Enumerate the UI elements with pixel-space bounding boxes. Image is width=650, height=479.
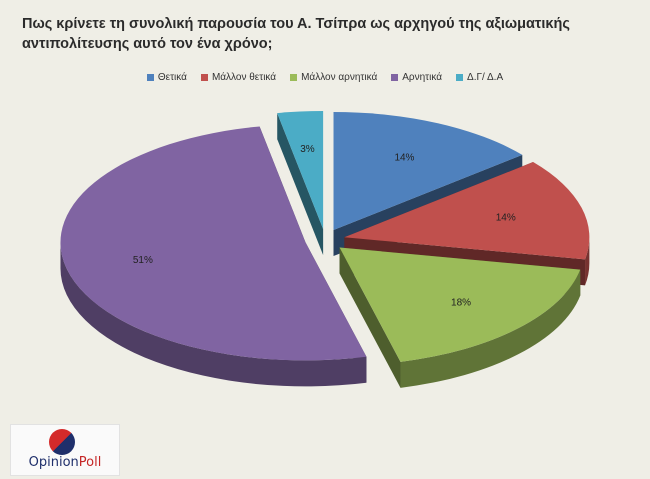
logo-text: OpinionPoll xyxy=(11,455,119,470)
title-line-2: αντιπολίτευσης αυτό τον ένα χρόνο; xyxy=(22,36,273,52)
legend-item: Θετικά xyxy=(146,72,187,83)
legend-label: Αρνητικά xyxy=(402,72,443,83)
legend: Θετικά Μάλλον θετικά Μάλλον αρνητικά Αρνητι… xyxy=(0,72,650,83)
pie-slice xyxy=(60,126,367,387)
data-label: 14% xyxy=(394,152,414,163)
slice-top xyxy=(339,247,581,362)
legend-label: Μάλλον αρνητικά xyxy=(301,72,378,83)
slice-top xyxy=(277,111,324,230)
slice-top xyxy=(344,162,590,260)
legend-item: Δ.Γ/ Δ.Α xyxy=(456,72,503,83)
slice-top xyxy=(60,126,367,361)
slice-outer-wall xyxy=(585,237,590,286)
data-label: 14% xyxy=(496,212,516,223)
data-label: 51% xyxy=(133,255,153,266)
logo-text-part1: Opinion xyxy=(28,455,79,470)
legend-label: Θετικά xyxy=(157,72,187,83)
pie-slice xyxy=(339,247,581,388)
slice-side-face xyxy=(277,113,324,256)
legend-label: Μάλλον θετικά xyxy=(211,72,277,83)
legend-item: Αρνητικά xyxy=(391,72,442,83)
legend-item: Μάλλον θετικά xyxy=(200,72,277,83)
logo-text-part2: Poll xyxy=(78,455,102,470)
opinionpoll-logo: OpinionPoll xyxy=(10,424,120,476)
chart-title: Πως κρίνετε τη συνολική παρουσία του Α. … xyxy=(22,14,622,54)
pie-slice xyxy=(277,111,324,256)
legend-swatch xyxy=(456,74,464,81)
slice-side-face xyxy=(339,247,401,388)
slice-outer-wall xyxy=(400,269,581,388)
data-label: 3% xyxy=(300,144,315,155)
legend-swatch xyxy=(200,74,208,81)
legend-swatch xyxy=(290,74,298,81)
legend-swatch xyxy=(391,74,399,81)
slice-outer-wall xyxy=(60,242,367,387)
title-line-1: Πως κρίνετε τη συνολική παρουσία του Α. … xyxy=(22,16,570,32)
logo-circle-icon xyxy=(49,429,75,455)
slice-top xyxy=(333,112,523,231)
legend-item: Μάλλον αρνητικά xyxy=(290,72,377,83)
legend-label: Δ.Γ/ Δ.Α xyxy=(467,72,504,83)
legend-swatch xyxy=(146,74,154,81)
data-label: 18% xyxy=(451,297,471,308)
